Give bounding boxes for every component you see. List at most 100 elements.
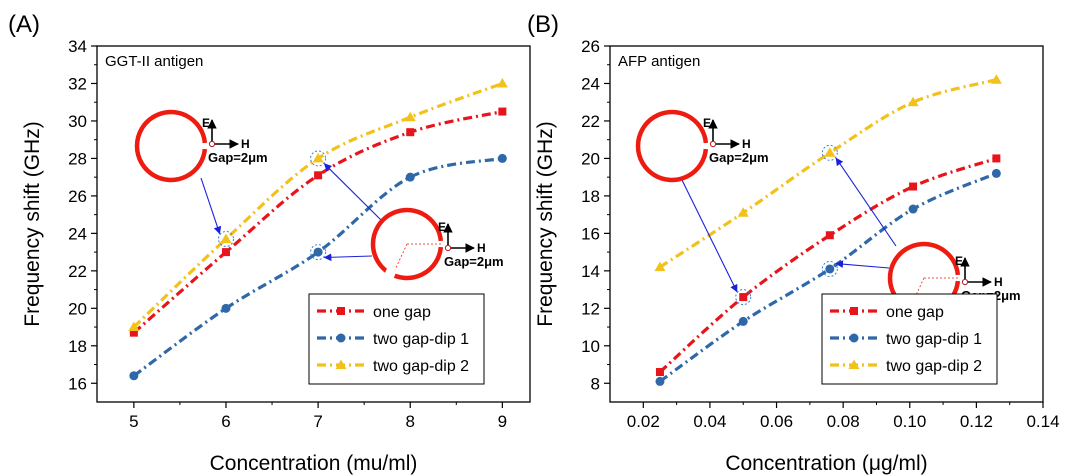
x-tick-label: 0.04 xyxy=(693,412,726,431)
legend-label: one gap xyxy=(373,304,431,321)
y-tick-label: 26 xyxy=(68,187,87,206)
data-point xyxy=(991,168,1001,178)
data-point xyxy=(497,153,507,163)
y-axis: 8 10 12 14 16 18 20 22 24 26 xyxy=(581,37,610,393)
y-tick-label: 28 xyxy=(68,149,87,168)
legend-marker xyxy=(336,333,346,343)
x-tick-label: 5 xyxy=(129,412,138,431)
h-field-label: H xyxy=(477,241,486,255)
x-axis-title: Concentration (μg/ml) xyxy=(725,452,927,475)
y-tick-label: 24 xyxy=(68,224,87,243)
data-point xyxy=(128,321,140,332)
x-tick-label: 0.14 xyxy=(1026,412,1059,431)
data-point xyxy=(908,204,918,214)
series-1 xyxy=(129,153,507,381)
legend-marker xyxy=(337,307,345,315)
highlight-ring xyxy=(821,144,838,161)
h-field-label: H xyxy=(742,137,751,151)
highlight-ring xyxy=(217,230,234,247)
data-point xyxy=(907,96,919,107)
panel-a: (A) 16 18 20 22 24 26 28 30 32 34 5 6 7 8 9 Concentratio… xyxy=(8,11,531,475)
y-tick-label: 8 xyxy=(591,374,600,393)
plot-frame xyxy=(609,45,1044,403)
x-axis-title: Concentration (mu/ml) xyxy=(210,452,418,475)
x-tick-label: 0.08 xyxy=(827,412,860,431)
y-tick-label: 30 xyxy=(68,112,87,131)
antigen-annotation: AFP antigen xyxy=(618,53,700,70)
legend-marker xyxy=(849,333,859,343)
plot-frame xyxy=(96,45,531,403)
pointer-arrow xyxy=(200,177,222,235)
y-tick-label: 10 xyxy=(581,337,600,356)
panel-label: (B) xyxy=(527,11,559,38)
data-point xyxy=(314,171,323,180)
data-point xyxy=(655,376,665,386)
data-point xyxy=(654,261,666,272)
series-line xyxy=(132,81,503,329)
ring-resonator xyxy=(134,109,208,183)
x-tick-label: 0.12 xyxy=(960,412,993,431)
legend-marker xyxy=(850,307,858,315)
data-point xyxy=(313,247,323,257)
data-point xyxy=(406,128,415,137)
x-tick-label: 0.02 xyxy=(627,412,660,431)
data-point xyxy=(992,154,1001,163)
data-point xyxy=(737,207,749,217)
gap-label: Gap=2μm xyxy=(444,254,504,269)
legend: one gap two gap-dip 1 two gap-dip 2 xyxy=(821,293,998,385)
y-axis-title: Frequency shift (GHz) xyxy=(534,121,557,326)
guide-line xyxy=(392,243,408,275)
gap-label: Gap=2μm xyxy=(208,150,268,165)
second-gap xyxy=(382,266,398,282)
data-point xyxy=(738,316,748,326)
highlight-ring xyxy=(310,150,327,167)
series-2 xyxy=(654,74,1002,272)
series-line xyxy=(658,156,997,374)
field-origin xyxy=(709,140,717,148)
y-tick-label: 18 xyxy=(68,337,87,356)
panel-label: (A) xyxy=(8,11,40,38)
y-tick-label: 20 xyxy=(68,299,87,318)
field-origin xyxy=(961,278,969,286)
legend-label: two gap-dip 2 xyxy=(373,358,469,375)
field-origin xyxy=(208,140,216,148)
pointer-arrow xyxy=(835,157,897,247)
legend-label: one gap xyxy=(886,304,944,321)
x-tick-label: 6 xyxy=(221,412,230,431)
pointer-arrow xyxy=(323,163,384,223)
y-tick-label: 20 xyxy=(581,149,600,168)
e-field-label: E xyxy=(955,254,963,268)
x-axis: 0.02 0.04 0.06 0.08 0.10 0.12 0.14 xyxy=(627,402,1060,431)
y-tick-label: 26 xyxy=(581,37,600,56)
x-tick-label: 8 xyxy=(405,412,414,431)
antigen-annotation: GGT-II antigen xyxy=(105,53,203,70)
ring-resonator xyxy=(635,109,709,183)
y-tick-label: 12 xyxy=(581,299,600,318)
legend-label: two gap-dip 2 xyxy=(886,358,982,375)
e-field-label: E xyxy=(703,116,711,130)
data-point xyxy=(655,368,664,377)
field-origin xyxy=(444,244,452,252)
data-point xyxy=(739,293,748,302)
series-1 xyxy=(655,168,1001,386)
x-tick-label: 0.10 xyxy=(893,412,926,431)
data-point xyxy=(824,147,836,157)
y-tick-label: 22 xyxy=(68,262,87,281)
data-point xyxy=(498,107,507,116)
legend-marker xyxy=(848,359,860,369)
pointer-arrow xyxy=(835,260,890,269)
highlight-ring xyxy=(735,289,752,306)
x-tick-label: 0.06 xyxy=(760,412,793,431)
y-axis: 16 18 20 22 24 26 28 30 32 34 xyxy=(68,37,97,393)
x-tick-label: 9 xyxy=(498,412,507,431)
pointer-arrow xyxy=(680,177,738,293)
data-point xyxy=(404,111,416,122)
ring-resonator xyxy=(370,207,444,281)
y-tick-label: 18 xyxy=(581,187,600,206)
data-point xyxy=(825,264,835,274)
data-point xyxy=(129,371,139,381)
